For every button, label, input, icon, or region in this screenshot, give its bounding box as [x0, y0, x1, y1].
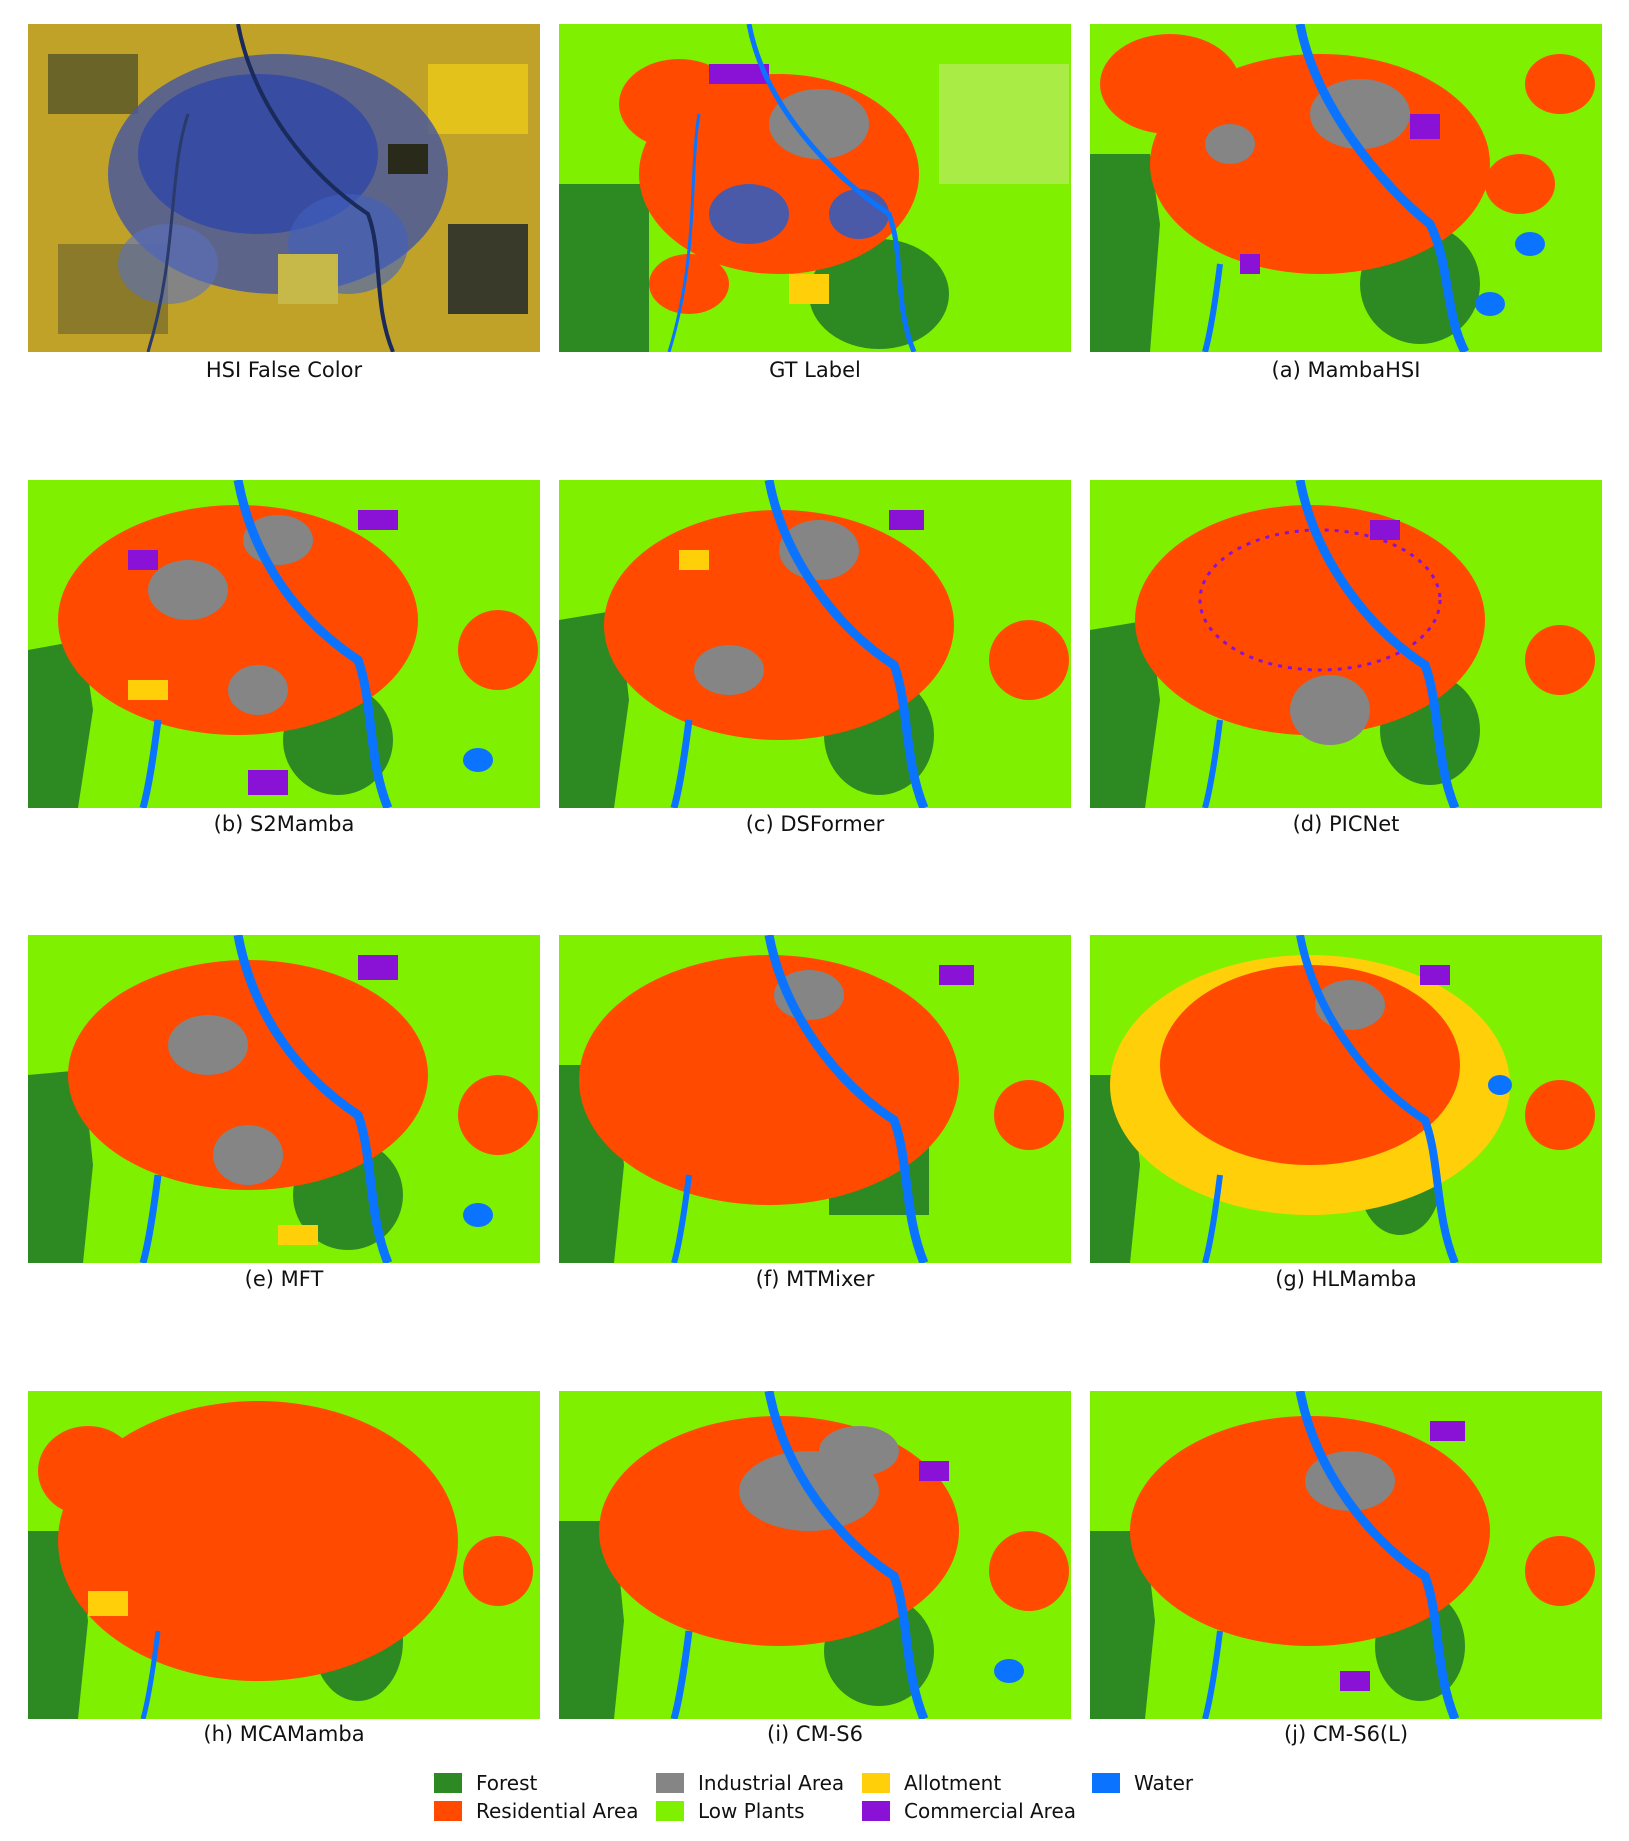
caption-hsi: HSI False Color [205, 358, 363, 382]
panel-e-svg [28, 935, 540, 1263]
legend-label-water: Water [1134, 1771, 1194, 1795]
panel-f-svg [559, 935, 1071, 1263]
low-plants-swatch [656, 1801, 684, 1821]
panel-j-svg [1090, 1391, 1602, 1719]
panel-f-image [559, 935, 1071, 1263]
panel-d-image [1090, 480, 1602, 808]
caption-e: (e) MFT [244, 1267, 324, 1291]
water-swatch [1092, 1773, 1120, 1793]
panel-i-svg [559, 1391, 1071, 1719]
panel-g-svg [1090, 935, 1602, 1263]
caption-b: (b) S2Mamba [213, 812, 355, 836]
residential-swatch [434, 1801, 462, 1821]
gt-label-image [559, 24, 1071, 352]
legend-item-allotment: Allotment [862, 1770, 1001, 1796]
caption-d: (d) PICNet [1292, 812, 1400, 836]
commercial-swatch [862, 1801, 890, 1821]
legend-item-forest: Forest [434, 1770, 537, 1796]
caption-j: (j) CM-S6(L) [1283, 1722, 1409, 1746]
panel-b-svg [28, 480, 540, 808]
allotment-swatch [862, 1773, 890, 1793]
panel-c-image [559, 480, 1071, 808]
gt-label-svg [559, 24, 1071, 352]
caption-g: (g) HLMamba [1275, 1267, 1417, 1291]
caption-h: (h) MCAMamba [203, 1722, 365, 1746]
legend: Forest Residential Area Industrial Area … [434, 1770, 1194, 1830]
caption-i: (i) CM-S6 [767, 1722, 863, 1746]
caption-c: (c) DSFormer [745, 812, 885, 836]
panel-a-image [1090, 24, 1602, 352]
legend-label-forest: Forest [476, 1771, 538, 1795]
panel-h-image [28, 1391, 540, 1719]
panel-j-image [1090, 1391, 1602, 1719]
legend-item-industrial: Industrial Area [656, 1770, 844, 1796]
legend-label-allotment: Allotment [904, 1771, 1002, 1795]
legend-item-low-plants: Low Plants [656, 1798, 805, 1824]
legend-label-commercial: Commercial Area [904, 1799, 1077, 1823]
legend-item-commercial: Commercial Area [862, 1798, 1076, 1824]
legend-item-residential: Residential Area [434, 1798, 639, 1824]
caption-gt: GT Label [769, 358, 861, 382]
legend-label-residential: Residential Area [476, 1799, 639, 1823]
legend-label-industrial: Industrial Area [698, 1771, 845, 1795]
hsi-false-color-svg [28, 24, 540, 352]
legend-item-water: Water [1092, 1770, 1193, 1796]
panel-h-svg [28, 1391, 540, 1719]
legend-label-low-plants: Low Plants [698, 1799, 805, 1823]
panel-b-image [28, 480, 540, 808]
panel-e-image [28, 935, 540, 1263]
panel-a-svg [1090, 24, 1602, 352]
panel-g-image [1090, 935, 1602, 1263]
panel-i-image [559, 1391, 1071, 1719]
caption-a: (a) MambaHSI [1271, 358, 1421, 382]
caption-f: (f) MTMixer [755, 1267, 875, 1291]
panel-d-svg [1090, 480, 1602, 808]
industrial-swatch [656, 1773, 684, 1793]
hsi-false-color-image [28, 24, 540, 352]
panel-c-svg [559, 480, 1071, 808]
forest-swatch [434, 1773, 462, 1793]
